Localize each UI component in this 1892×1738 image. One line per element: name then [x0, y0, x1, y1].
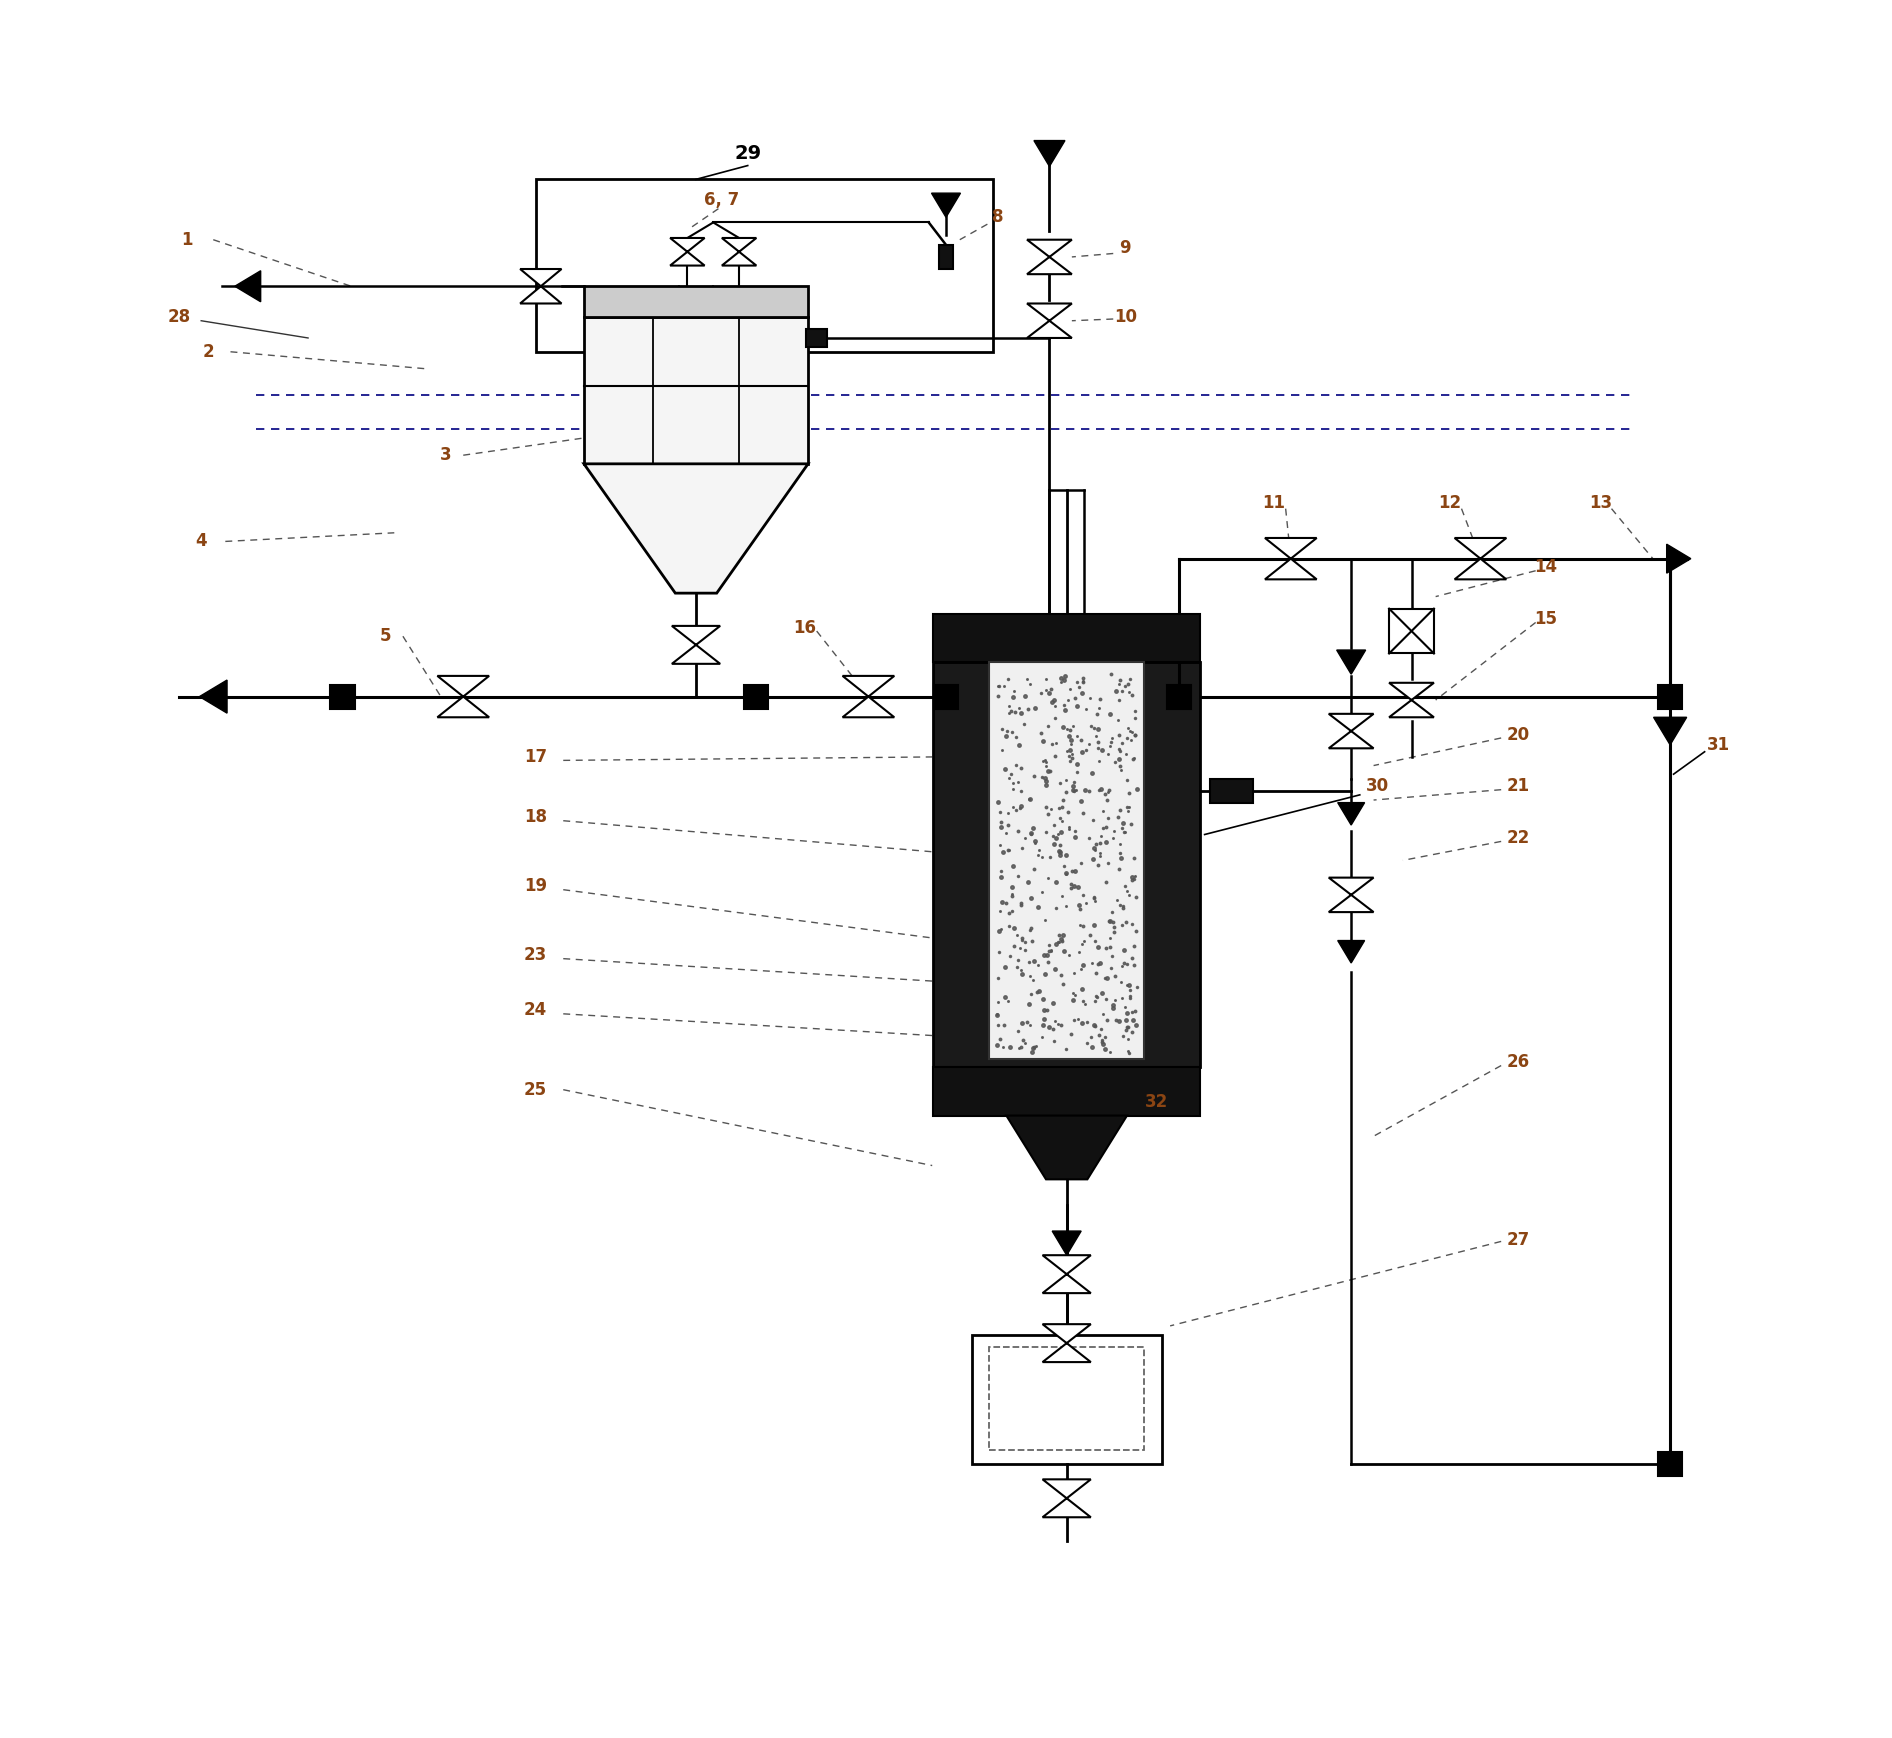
- Text: 15: 15: [1534, 610, 1557, 627]
- Bar: [933, 662, 1200, 1067]
- Bar: [990, 662, 1145, 1058]
- Polygon shape: [199, 680, 227, 713]
- Text: 3: 3: [441, 447, 452, 464]
- Polygon shape: [1336, 650, 1366, 674]
- Bar: [938, 245, 954, 269]
- Text: 23: 23: [524, 945, 547, 965]
- Polygon shape: [235, 271, 261, 302]
- Text: 9: 9: [1120, 240, 1131, 257]
- Polygon shape: [1338, 940, 1364, 963]
- Polygon shape: [1328, 714, 1374, 749]
- Polygon shape: [1266, 539, 1317, 579]
- Polygon shape: [670, 238, 704, 266]
- Text: 6, 7: 6, 7: [704, 191, 740, 209]
- Text: 14: 14: [1534, 558, 1557, 577]
- Polygon shape: [1052, 1231, 1080, 1255]
- Text: 26: 26: [1506, 1053, 1531, 1071]
- Text: 4: 4: [195, 532, 206, 551]
- Polygon shape: [585, 464, 808, 593]
- Text: 31: 31: [1707, 735, 1729, 754]
- Text: 27: 27: [1506, 1231, 1531, 1248]
- Text: 29: 29: [734, 144, 761, 163]
- Bar: [535, 179, 993, 351]
- Polygon shape: [1667, 544, 1691, 574]
- Text: 11: 11: [1262, 495, 1285, 513]
- Bar: [972, 1335, 1162, 1463]
- Text: 18: 18: [524, 808, 547, 826]
- Bar: [933, 614, 1200, 662]
- Polygon shape: [1042, 1324, 1092, 1363]
- Polygon shape: [437, 676, 490, 718]
- Polygon shape: [1027, 240, 1073, 275]
- Bar: [585, 287, 808, 318]
- Bar: [933, 1067, 1200, 1116]
- Polygon shape: [1328, 878, 1374, 912]
- Bar: [990, 1347, 1145, 1449]
- Text: 32: 32: [1145, 1093, 1167, 1111]
- Polygon shape: [723, 238, 757, 266]
- Bar: [1209, 779, 1253, 803]
- Bar: [806, 330, 827, 346]
- Polygon shape: [1033, 141, 1065, 167]
- Polygon shape: [672, 626, 721, 664]
- Text: 24: 24: [524, 1001, 547, 1020]
- Bar: [744, 685, 768, 709]
- Polygon shape: [1455, 539, 1506, 579]
- Polygon shape: [1654, 718, 1686, 746]
- Bar: [1167, 685, 1190, 709]
- Text: 2: 2: [202, 342, 214, 362]
- Bar: [1657, 685, 1682, 709]
- Bar: [935, 685, 957, 709]
- Polygon shape: [1338, 803, 1364, 826]
- Text: 21: 21: [1506, 777, 1531, 796]
- Text: 10: 10: [1114, 308, 1137, 327]
- Text: 19: 19: [524, 878, 547, 895]
- Polygon shape: [1042, 1479, 1092, 1517]
- Polygon shape: [520, 269, 562, 304]
- Bar: [585, 318, 808, 464]
- Text: 8: 8: [991, 209, 1003, 226]
- Polygon shape: [842, 676, 895, 718]
- Bar: [1657, 1451, 1682, 1476]
- Bar: [331, 685, 354, 709]
- Text: 20: 20: [1506, 725, 1531, 744]
- Text: 12: 12: [1438, 495, 1461, 513]
- Text: 22: 22: [1506, 829, 1531, 846]
- Text: 17: 17: [524, 747, 547, 766]
- Text: 30: 30: [1366, 777, 1389, 796]
- Text: 16: 16: [793, 619, 815, 636]
- Polygon shape: [1007, 1116, 1128, 1180]
- Polygon shape: [931, 193, 961, 217]
- Polygon shape: [1389, 683, 1434, 718]
- Text: 25: 25: [524, 1081, 547, 1098]
- Polygon shape: [1042, 1255, 1092, 1293]
- Polygon shape: [1027, 304, 1073, 337]
- Text: 13: 13: [1589, 495, 1612, 513]
- Text: 1: 1: [182, 231, 193, 249]
- Text: 28: 28: [166, 308, 191, 327]
- Bar: [1389, 608, 1434, 653]
- Text: 5: 5: [380, 627, 392, 645]
